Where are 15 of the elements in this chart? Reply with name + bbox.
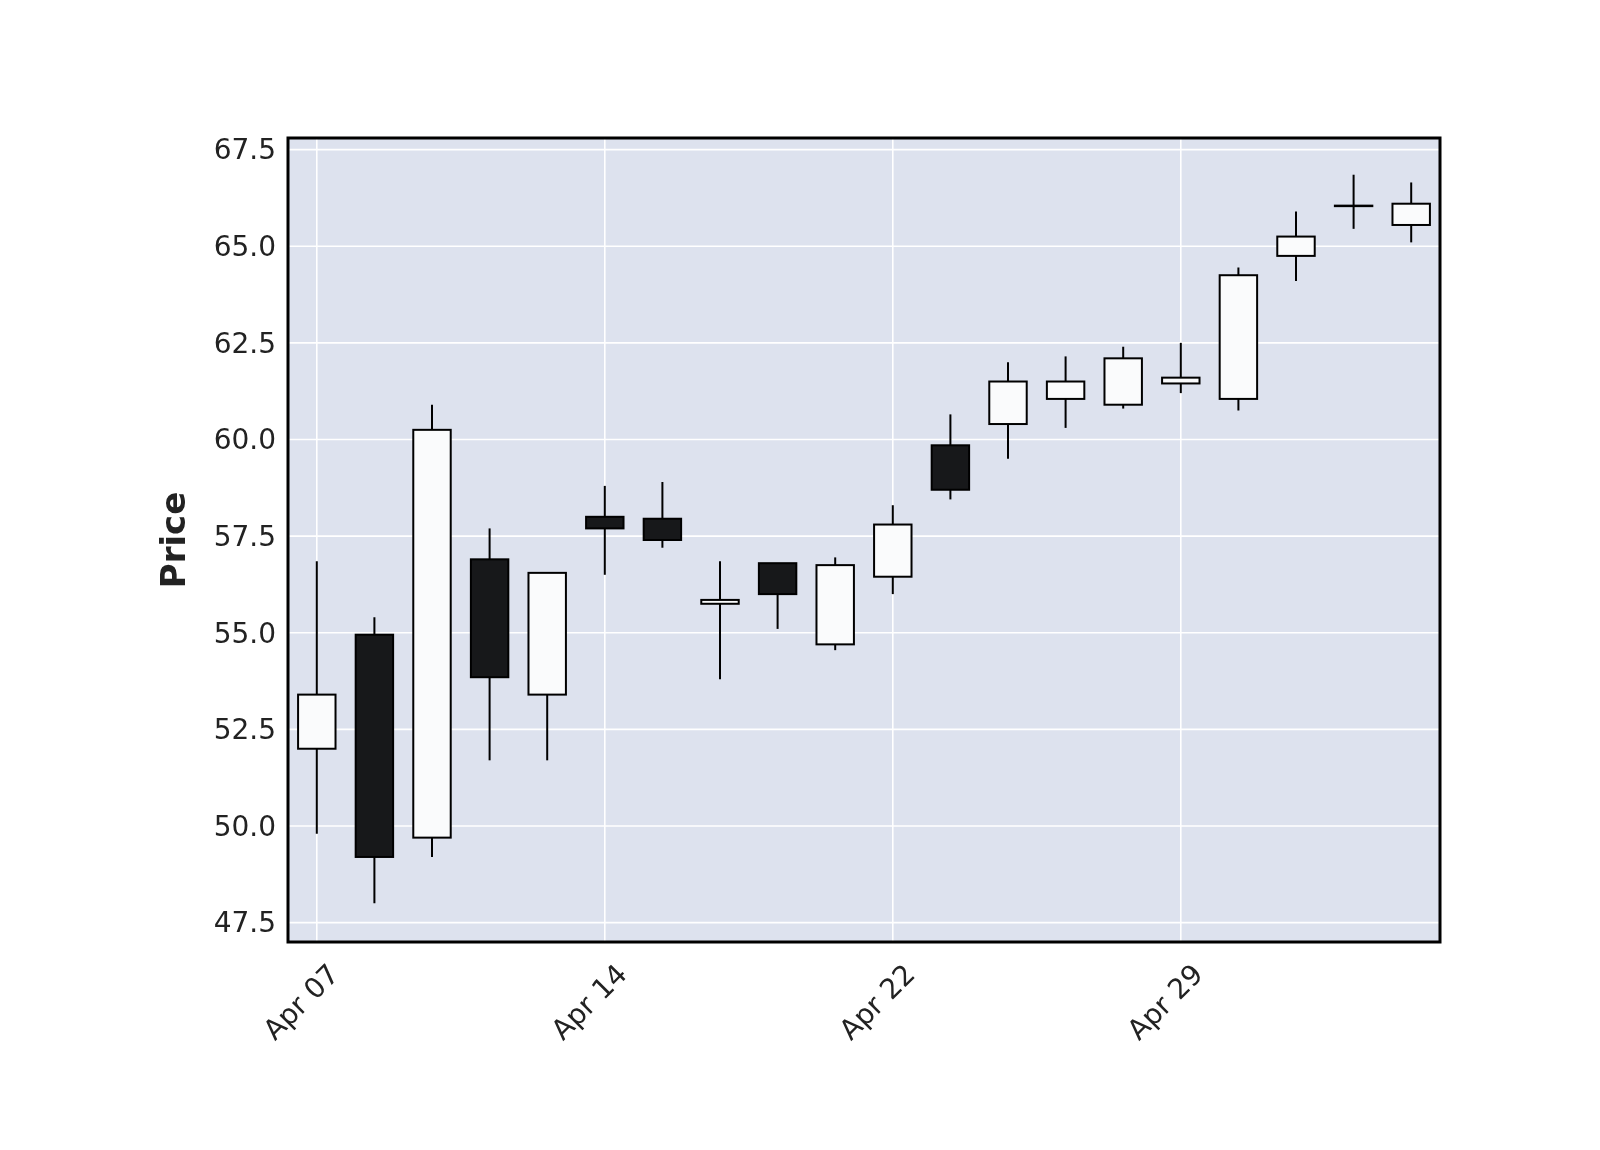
x-tick-label: Apr 07 (256, 957, 346, 1047)
y-tick-label: 52.5 (213, 713, 276, 747)
y-tick-label: 50.0 (213, 809, 276, 843)
x-tick-label: Apr 22 (832, 957, 922, 1047)
y-tick-label: 47.5 (213, 906, 276, 940)
x-tick-label: Apr 14 (544, 957, 634, 1047)
y-tick-label: 65.0 (213, 230, 276, 264)
y-axis-title: Price (153, 491, 193, 589)
candlestick (585, 484, 625, 576)
y-tick-label: 62.5 (213, 326, 276, 360)
y-tick-label: 60.0 (213, 423, 276, 457)
x-tick-label: Apr 29 (1120, 957, 1210, 1047)
y-tick-label: 55.0 (213, 616, 276, 650)
y-tick-label: 67.5 (213, 133, 276, 167)
y-tick-label: 57.5 (213, 519, 276, 553)
